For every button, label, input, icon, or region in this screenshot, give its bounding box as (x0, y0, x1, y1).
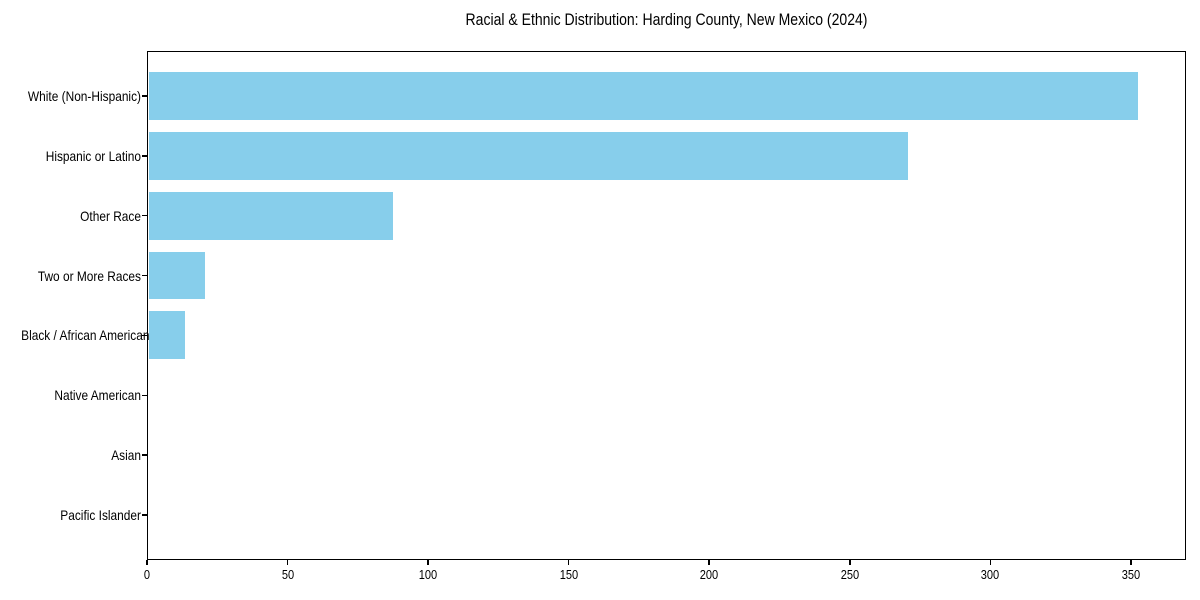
y-tick-hispanic-or-latino (142, 155, 147, 157)
y-tick-asian (142, 454, 147, 456)
x-tick-label-250: 250 (840, 567, 859, 582)
y-tick-label-black-african-american: Black / African American (21, 327, 150, 344)
y-tick-other-race (142, 214, 147, 217)
bar-hispanic-or-latino (148, 131, 908, 180)
x-tick-label-150: 150 (559, 567, 578, 582)
y-tick-label-native-american: Native American (54, 387, 141, 404)
bar-black-african-american (148, 311, 186, 360)
x-tick-label-200: 200 (699, 567, 719, 582)
y-tick-label-other-race: Other Race (80, 207, 141, 224)
y-tick-label-white-non-hispanic: White (Non-Hispanic) (27, 87, 142, 104)
x-tick-100 (427, 560, 429, 565)
y-tick-black-african-american (142, 334, 147, 337)
bar-two-or-more-races (148, 251, 205, 300)
x-tick-label-300: 300 (981, 567, 1000, 582)
x-tick-150 (567, 560, 570, 565)
chart-title: Racial & Ethnic Distribution: Harding Co… (465, 11, 868, 29)
x-tick-label-50: 50 (281, 567, 294, 582)
x-tick-label-0: 0 (143, 567, 151, 582)
y-tick-white-non-hispanic (142, 95, 147, 97)
x-tick-50 (286, 560, 289, 565)
y-tick-label-two-or-more-races: Two or More Races (37, 267, 141, 284)
plot-area (147, 51, 1186, 560)
y-tick-label-hispanic-or-latino: Hispanic or Latino (45, 147, 141, 164)
x-tick-350 (1130, 560, 1132, 565)
y-tick-label-pacific-islander: Pacific Islander (60, 507, 142, 524)
y-tick-label-asian: Asian (111, 447, 141, 464)
x-tick-300 (989, 560, 992, 565)
bar-white-non-hispanic (148, 71, 1139, 120)
y-tick-pacific-islander (142, 514, 147, 516)
x-tick-label-100: 100 (418, 567, 438, 582)
x-tick-200 (708, 560, 710, 565)
x-tick-0 (146, 560, 148, 565)
x-tick-250 (849, 560, 851, 565)
y-tick-native-american (142, 394, 147, 397)
bar-other-race (148, 191, 394, 240)
x-tick-label-350: 350 (1121, 567, 1141, 582)
y-tick-two-or-more-races (142, 274, 147, 277)
